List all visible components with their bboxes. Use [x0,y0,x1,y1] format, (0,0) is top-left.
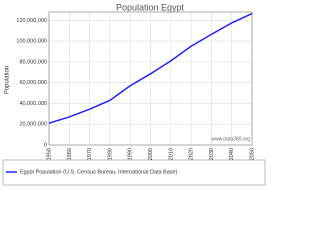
y-tick-label: 20,000,000 [19,122,47,128]
y-tick-label: 40,000,000 [19,101,47,107]
plot-frame [48,11,253,146]
chart: Population Egypt Population 0 20,000,000 4… [2,2,266,186]
x-tick-label: 1950 [46,148,52,160]
y-tick-label: 100,000,000 [16,39,47,45]
x-tick-label: 2050 [249,148,255,160]
y-tick-label: 60,000,000 [19,80,47,86]
y-tick-label: 0 [44,142,47,148]
y-axis-label: Population [5,66,11,94]
page: {"chart_data": {"type": "line", "title":… [2,2,266,186]
x-tick-label: 1990 [128,148,134,160]
x-tick-label: 1980 [107,148,113,160]
legend-box [2,159,266,186]
x-tick-label: 1970 [87,148,93,160]
y-tick-label: 80,000,000 [19,59,47,65]
data-line [48,12,253,124]
y-tick-label: 120,000,000 [16,18,47,24]
x-tick-label: 2040 [229,148,235,160]
x-tick-label: 2020 [189,148,195,160]
x-tick-label: 2030 [209,148,215,160]
chart-title: Population Egypt [116,2,185,12]
x-tick-label: 1960 [67,148,73,160]
x-tick-label: 2000 [148,148,154,160]
watermark: www.data360.org [211,136,250,142]
x-tick-label: 2010 [168,148,174,160]
legend-label: Egypt Population (U.S. Census Bureau, In… [20,169,178,175]
